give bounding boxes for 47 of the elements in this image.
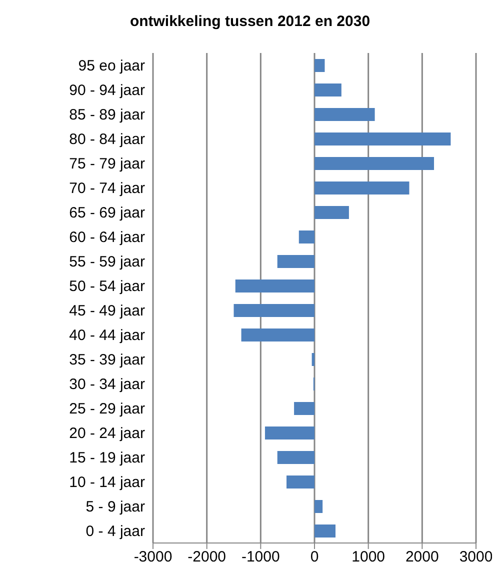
- bar: [314, 500, 323, 513]
- y-tick-label: 75 - 79 jaar: [69, 156, 145, 173]
- y-tick-label: 25 - 29 jaar: [69, 400, 145, 418]
- y-tick-label: 65 - 69 jaar: [69, 204, 145, 222]
- x-tick-label: -1000: [241, 548, 280, 566]
- bar: [234, 304, 314, 317]
- y-tick-label: 20 - 24 jaar: [69, 425, 145, 442]
- bar: [241, 328, 314, 342]
- bar: [286, 476, 314, 488]
- y-tick-label: 35 - 39 jaar: [69, 352, 145, 369]
- bar: [314, 132, 451, 146]
- y-tick-label: 30 - 34 jaar: [69, 376, 145, 394]
- bar: [312, 353, 314, 366]
- y-tick-label: 60 - 64 jaar: [69, 229, 145, 246]
- y-tick-label: 70 - 74 jaar: [69, 180, 145, 198]
- bar: [277, 255, 314, 268]
- x-tick-label: 3000: [459, 548, 493, 566]
- x-tick-label: -2000: [188, 548, 226, 566]
- bar: [314, 182, 410, 194]
- bar: [314, 84, 342, 96]
- bar: [314, 108, 375, 121]
- y-tick-label: 15 - 19 jaar: [69, 450, 145, 467]
- bar: [294, 402, 314, 415]
- y-tick-label: 45 - 49 jaar: [69, 302, 145, 320]
- y-tick-label: 85 - 89 jaar: [69, 106, 145, 124]
- x-tick-label: 2000: [405, 548, 439, 566]
- bar: [314, 524, 336, 538]
- y-tick-label: 50 - 54 jaar: [69, 278, 145, 296]
- bar: [277, 451, 314, 464]
- chart-title: ontwikkeling tussen 2012 en 2030: [128, 12, 372, 32]
- bar: [314, 59, 325, 72]
- bar: [235, 280, 314, 292]
- y-tick-label: 5 - 9 jaar: [86, 498, 145, 516]
- y-tick-label: 80 - 84 jaar: [69, 131, 145, 148]
- bar: [314, 157, 434, 170]
- y-tick-label: 40 - 44 jaar: [69, 327, 145, 344]
- y-tick-label: 90 - 94 jaar: [69, 82, 145, 100]
- y-tick-label: 0 - 4 jaar: [86, 523, 145, 540]
- bar: [314, 206, 349, 219]
- y-tick-label: 95 eo jaar: [78, 58, 145, 75]
- x-tick-label: -3000: [134, 548, 172, 566]
- x-tick-label: 0: [310, 548, 319, 566]
- bar: [264, 426, 314, 440]
- bar: [298, 230, 314, 244]
- y-tick-label: 10 - 14 jaar: [69, 474, 145, 492]
- x-tick-label: 1000: [352, 548, 386, 566]
- y-tick-label: 55 - 59 jaar: [69, 254, 145, 271]
